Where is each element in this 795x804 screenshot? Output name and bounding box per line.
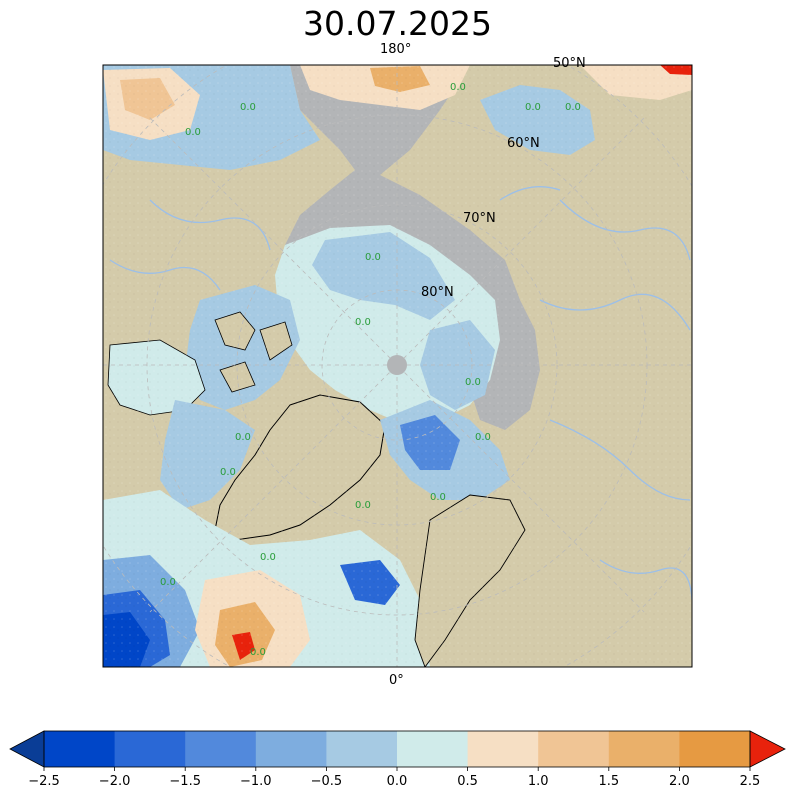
colorbar-tick-label: 0.5 [457,774,478,789]
colorbar-tick-label: −1.0 [240,774,272,789]
rivers [109,186,692,601]
colorbar-bin [326,731,398,767]
colorbar-tick-label: 2.0 [669,774,690,789]
colorbar-bin [114,731,186,767]
svg-text:0.0: 0.0 [160,577,176,588]
svg-text:0.0: 0.0 [260,552,276,563]
svg-text:0.0: 0.0 [430,492,446,503]
colorbar-bin [255,731,327,767]
svg-text:0.0: 0.0 [525,102,541,113]
colorbar-bin [397,731,469,767]
svg-text:0.0: 0.0 [220,467,236,478]
svg-text:0.0: 0.0 [240,102,256,113]
colorbar-tick-label: 1.5 [598,774,619,789]
colorbar-tick-label: −1.5 [169,774,201,789]
latitude-label-60n: 60°N [507,136,540,151]
colorbar-bin [608,731,680,767]
svg-text:0.0: 0.0 [250,647,266,658]
svg-text:0.0: 0.0 [355,500,371,511]
map-frame [102,64,693,668]
map-title: 30.07.2025 [303,4,492,43]
colorbar-tick-label: −0.5 [311,774,343,789]
svg-text:0.0: 0.0 [185,127,201,138]
latitude-label-50n: 50°N [553,56,586,71]
zero-contour-labels: 0.0 0.0 0.0 0.0 0.0 0.0 0.0 0.0 0.0 0.0 … [160,82,581,658]
svg-text:0.0: 0.0 [565,102,581,113]
colorbar-tick-label: 2.5 [740,774,761,789]
colorbar-bin [185,731,257,767]
svg-text:0.0: 0.0 [365,252,381,263]
colorbar-tick-label: 1.0 [528,774,549,789]
meridian-label-bottom: 0° [389,673,404,688]
svg-text:0.0: 0.0 [235,432,251,443]
meridian-label-top: 180° [380,42,412,57]
colorbar-tick-label: −2.0 [99,774,131,789]
colorbar-tick-label: −2.5 [28,774,60,789]
colorbar-over-triangle [749,730,786,768]
svg-text:0.0: 0.0 [355,317,371,328]
colorbar-bin [538,731,610,767]
colorbar-bin [679,731,751,767]
svg-text:0.0: 0.0 [450,82,466,93]
svg-text:0.0: 0.0 [465,377,481,388]
colorbar-bin [467,731,539,767]
graticule [103,65,692,667]
colorbar-tick-label: 0.0 [387,774,408,789]
latitude-label-80n: 80°N [421,285,454,300]
latitude-label-70n: 70°N [463,211,496,226]
svg-text:0.0: 0.0 [475,432,491,443]
north-pole-marker [387,355,407,375]
colorbar-bin [44,731,116,767]
colorbar-under-triangle [9,730,45,768]
